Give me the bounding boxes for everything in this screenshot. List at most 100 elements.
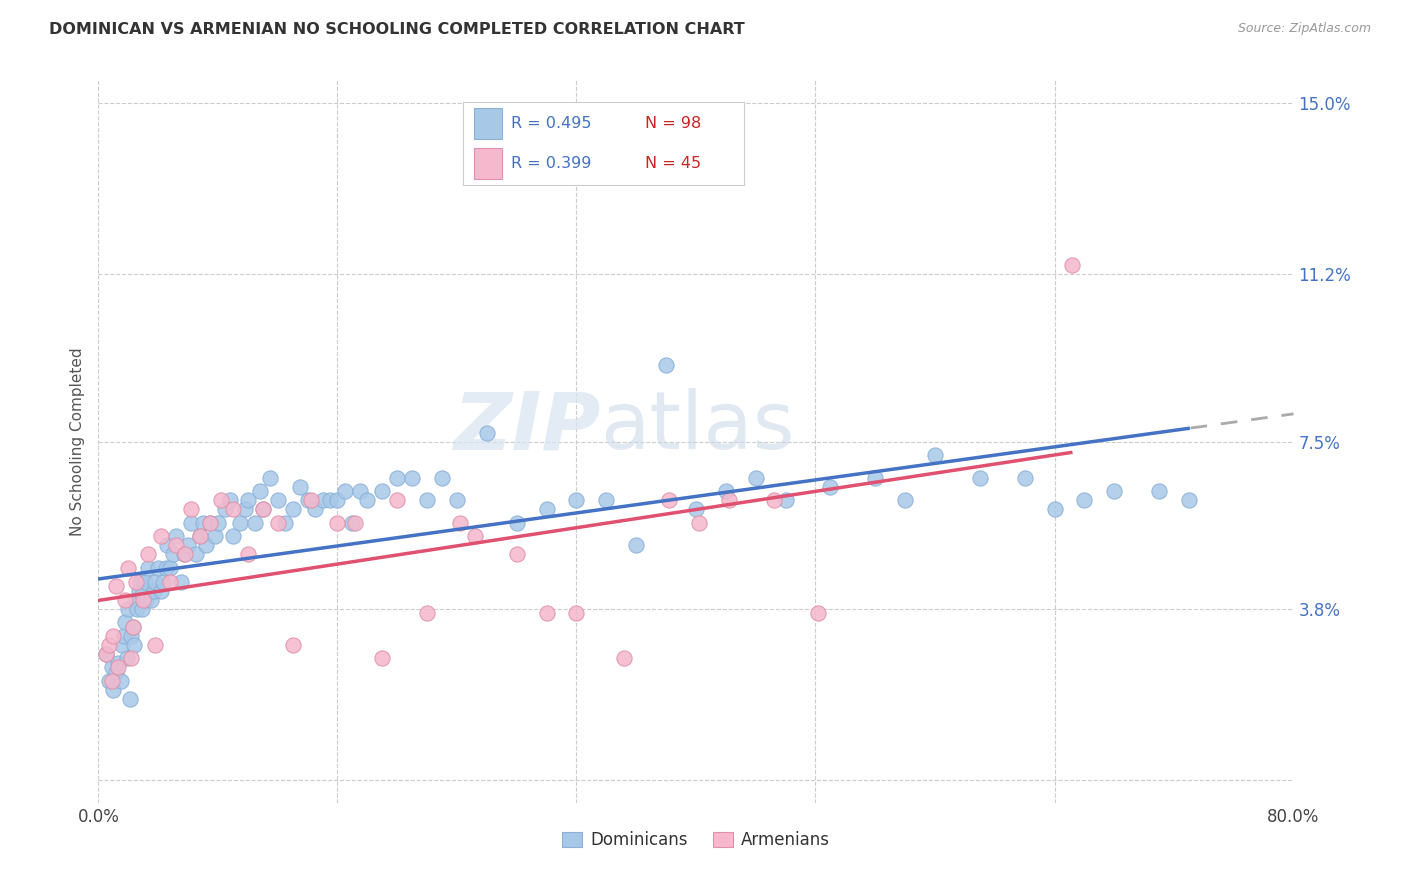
Point [105, 579, 128, 593]
Point [127, 601, 149, 615]
Point [229, 516, 252, 530]
Point [125, 574, 148, 589]
Point [117, 561, 139, 575]
Point [807, 606, 830, 620]
Point [209, 493, 232, 508]
Point [356, 493, 378, 508]
Point [103, 682, 125, 697]
Point [173, 548, 195, 562]
Point [94, 647, 117, 661]
Point [717, 493, 740, 508]
Point [430, 470, 453, 484]
Point [464, 529, 486, 543]
Point [924, 448, 946, 462]
Point [775, 493, 797, 508]
Point [281, 502, 304, 516]
Point [894, 493, 917, 508]
Point [297, 493, 319, 508]
Point [135, 592, 157, 607]
Point [745, 470, 768, 484]
Point [200, 516, 222, 530]
Point [132, 592, 155, 607]
Point [107, 660, 129, 674]
Point [1147, 484, 1170, 499]
Point [288, 480, 311, 494]
Point [114, 592, 136, 607]
Point [1073, 493, 1095, 508]
Point [143, 638, 166, 652]
Point [595, 493, 617, 508]
Point [233, 502, 256, 516]
Point [132, 583, 155, 598]
Point [236, 493, 259, 508]
Point [97, 638, 120, 652]
Point [180, 516, 202, 530]
Point [121, 620, 143, 634]
Point [159, 574, 181, 589]
Point [214, 502, 236, 516]
Point [94, 647, 117, 661]
Point [626, 538, 648, 552]
Point [125, 592, 148, 607]
Point [128, 583, 150, 598]
Point [685, 502, 707, 516]
Point [131, 601, 153, 615]
Legend: Dominicans, Armenians: Dominicans, Armenians [555, 824, 837, 856]
Point [1043, 502, 1066, 516]
Point [136, 548, 159, 562]
Point [446, 493, 468, 508]
Point [159, 561, 181, 575]
Point [139, 592, 162, 607]
Point [219, 493, 242, 508]
Point [416, 606, 439, 620]
Point [371, 484, 394, 499]
Point [326, 516, 349, 530]
Point [714, 484, 737, 499]
Point [311, 493, 333, 508]
Point [1104, 484, 1126, 499]
Point [371, 651, 394, 665]
Point [150, 583, 173, 598]
Point [222, 529, 245, 543]
Point [114, 615, 136, 630]
Point [655, 358, 678, 372]
Point [124, 638, 146, 652]
Point [105, 665, 128, 679]
Point [236, 548, 259, 562]
Point [252, 502, 274, 516]
Point [101, 673, 124, 688]
Point [207, 516, 229, 530]
Point [304, 502, 326, 516]
Point [188, 529, 211, 543]
Point [150, 529, 173, 543]
Point [344, 516, 367, 530]
Point [155, 561, 177, 575]
Point [1062, 259, 1084, 273]
Point [658, 493, 681, 508]
Point [565, 606, 588, 620]
Point [129, 574, 152, 589]
Point [688, 516, 710, 530]
Text: atlas: atlas [600, 388, 794, 467]
Point [120, 629, 142, 643]
Point [103, 629, 125, 643]
Point [195, 538, 218, 552]
Point [134, 574, 156, 589]
Point [259, 470, 281, 484]
Point [333, 484, 356, 499]
Point [281, 638, 304, 652]
Point [506, 516, 529, 530]
Text: Source: ZipAtlas.com: Source: ZipAtlas.com [1237, 22, 1371, 36]
Point [613, 651, 636, 665]
Point [449, 516, 471, 530]
Point [762, 493, 785, 508]
Point [112, 629, 135, 643]
Point [188, 529, 211, 543]
Point [156, 538, 179, 552]
Point [565, 493, 588, 508]
Point [349, 484, 371, 499]
Point [1178, 493, 1201, 508]
Point [97, 673, 120, 688]
Point [385, 493, 409, 508]
Point [401, 470, 423, 484]
